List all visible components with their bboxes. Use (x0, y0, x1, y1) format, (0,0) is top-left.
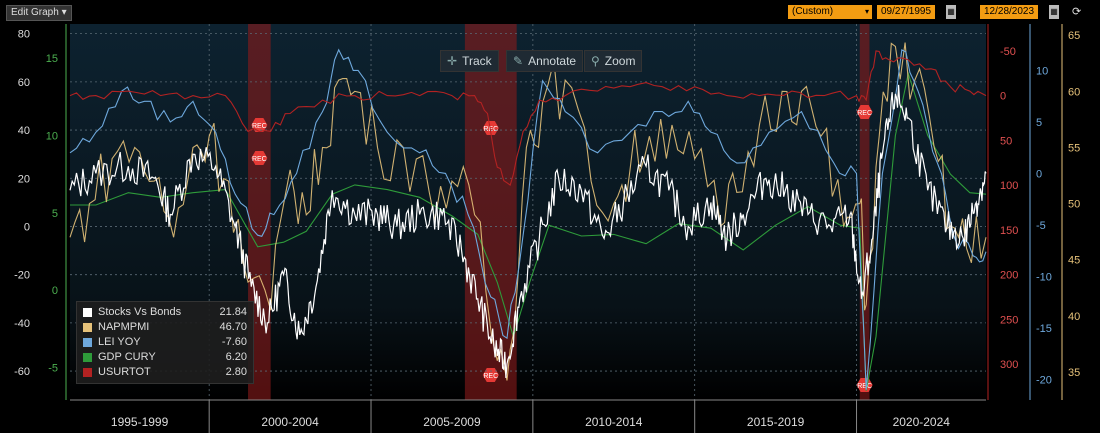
y-tick-napmpmi: 35 (1068, 367, 1080, 379)
rec-marker (856, 105, 873, 119)
legend-swatch (83, 368, 92, 377)
y-tick-usurtot: 100 (1000, 180, 1018, 192)
rec-label: REC (857, 383, 872, 390)
magnifier-icon: ⚲ (591, 54, 600, 68)
series-line-gdp-cury (70, 71, 987, 391)
y-tick-left: 80 (18, 29, 30, 41)
y-tick-gdp: -5 (48, 363, 58, 375)
y-tick-left: 0 (24, 221, 30, 233)
start-date-input[interactable]: 09/27/1995 (877, 5, 936, 19)
recession-band (859, 24, 870, 400)
y-tick-napmpmi: 60 (1068, 86, 1080, 98)
y-tick-lei: 10 (1036, 65, 1048, 77)
y-tick-lei: 5 (1036, 117, 1042, 129)
legend-item-gdp-cury[interactable]: GDP CURY 6.20 (83, 350, 247, 365)
x-category-label: 2000-2004 (261, 415, 319, 429)
rec-marker (251, 118, 268, 132)
y-tick-napmpmi: 65 (1068, 30, 1080, 42)
y-tick-usurtot: 200 (1000, 270, 1018, 282)
track-button[interactable]: ✛ Track (440, 50, 499, 72)
y-tick-left: 20 (18, 173, 30, 185)
rec-marker (482, 368, 499, 382)
rec-label: REC (857, 110, 872, 117)
annotate-label: Annotate (528, 54, 577, 68)
y-tick-usurtot: 150 (1000, 225, 1018, 237)
series-line-usurtot (69, 50, 987, 187)
legend-swatch (83, 353, 92, 362)
zoom-label: Zoom (604, 54, 636, 68)
y-tick-napmpmi: 55 (1068, 142, 1080, 154)
y-tick-gdp: 15 (46, 53, 58, 65)
legend-swatch (83, 323, 92, 332)
rec-marker (856, 378, 873, 392)
rec-label: REC (483, 373, 498, 380)
y-tick-gdp: 10 (46, 130, 58, 142)
series-line-stocks-vs-bonds (69, 84, 987, 379)
series-line-lei-yoy (69, 48, 987, 390)
y-tick-usurtot: 250 (1000, 314, 1018, 326)
y-tick-gdp: 5 (52, 208, 58, 220)
rec-label: REC (252, 156, 267, 163)
legend-item-usurtot[interactable]: USURTOT 2.80 (83, 365, 247, 380)
y-tick-left: -60 (14, 366, 30, 378)
legend-swatch (83, 308, 92, 317)
y-tick-left: -40 (14, 318, 30, 330)
legend: Stocks Vs Bonds 21.84 NAPMPMI 46.70 LEI … (76, 301, 254, 384)
y-tick-usurtot: 0 (1000, 91, 1006, 103)
y-tick-lei: -10 (1036, 271, 1052, 283)
period-select[interactable]: (Custom) (788, 5, 862, 19)
toolbar: Edit Graph ▾ (Custom) ▾ 09/27/1995 ▦ 12/… (0, 0, 1100, 22)
calendar-icon[interactable]: ▦ (946, 5, 956, 19)
y-tick-napmpmi: 50 (1068, 199, 1080, 211)
legend-item-lei-yoy[interactable]: LEI YOY -7.60 (83, 335, 247, 350)
x-category-label: 2015-2019 (747, 415, 805, 429)
y-tick-usurtot: 300 (1000, 359, 1018, 371)
x-category-label: 2020-2024 (893, 415, 951, 429)
annotate-button[interactable]: ✎ Annotate (506, 50, 584, 72)
x-category-layer: 1995-1999 2000-2004 2005-2009 2010-2014 2015… (70, 399, 986, 433)
x-category-label: 1995-1999 (111, 415, 169, 429)
y-tick-usurtot: -50 (1000, 46, 1016, 58)
y-tick-napmpmi: 45 (1068, 255, 1080, 267)
y-tick-left: -20 (14, 270, 30, 282)
y-tick-left: 60 (18, 77, 30, 89)
zoom-button[interactable]: ⚲ Zoom (584, 50, 643, 72)
crosshair-icon: ✛ (447, 54, 458, 68)
rec-marker (482, 121, 499, 135)
x-category-label: 2005-2009 (423, 415, 481, 429)
legend-item-stocks-vs-bonds[interactable]: Stocks Vs Bonds 21.84 (83, 305, 247, 320)
legend-item-napmpmi[interactable]: NAPMPMI 46.70 (83, 320, 247, 335)
calendar-icon[interactable]: ▦ (1049, 5, 1059, 19)
edit-graph-button[interactable]: Edit Graph ▾ (6, 5, 72, 21)
chevron-down-icon: ▾ (61, 7, 67, 18)
pencil-icon: ✎ (513, 54, 524, 68)
rec-marker (251, 151, 268, 165)
rec-label: REC (252, 123, 267, 130)
y-tick-lei: -20 (1036, 374, 1052, 386)
y-tick-left: 40 (18, 125, 30, 137)
y-tick-gdp: 0 (52, 285, 58, 297)
end-date-input[interactable]: 12/28/2023 (980, 5, 1039, 19)
y-tick-napmpmi: 40 (1068, 311, 1080, 323)
y-tick-lei: 0 (1036, 168, 1042, 180)
legend-swatch (83, 338, 92, 347)
series-line-napmpmi (69, 42, 987, 381)
y-tick-usurtot: 50 (1000, 135, 1012, 147)
refresh-icon[interactable]: ⟳ (1072, 6, 1082, 18)
x-category-label: 2010-2014 (585, 415, 643, 429)
track-label: Track (462, 54, 492, 68)
edit-graph-label: Edit Graph (11, 7, 59, 18)
chevron-down-icon[interactable]: ▾ (862, 5, 872, 19)
y-tick-lei: -15 (1036, 323, 1052, 335)
y-tick-lei: -5 (1036, 220, 1046, 232)
series-layer (69, 42, 987, 391)
axis-layer: 806040200-20-40-60151050-5-5005010015020… (14, 24, 1080, 400)
